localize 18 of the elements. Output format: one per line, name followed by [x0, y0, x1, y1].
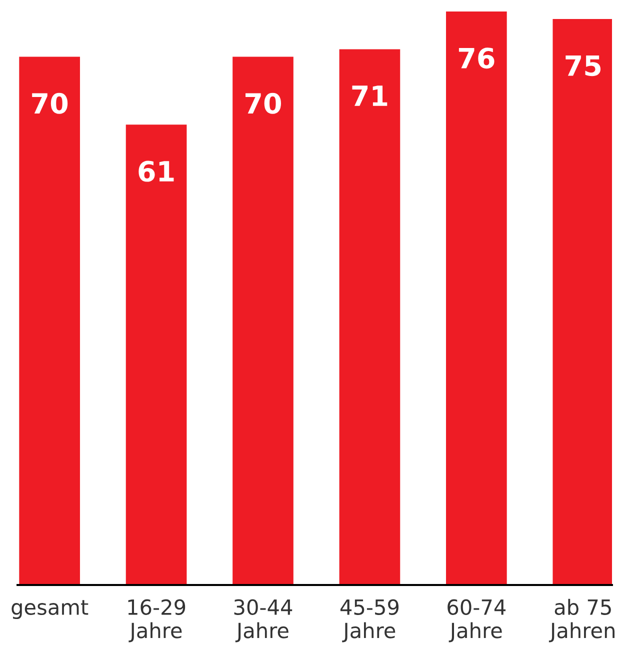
bar — [446, 11, 507, 585]
x-tick-label: ab 75 Jahren — [548, 598, 614, 642]
x-tick-label: gesamt — [12, 600, 88, 620]
bar — [126, 124, 187, 585]
x-tick-label: 45-59 Jahre — [340, 599, 399, 642]
data-label: 76 — [458, 48, 494, 69]
x-tick-label: 60-74 Jahre — [448, 599, 506, 642]
data-label: 71 — [352, 86, 388, 106]
bar — [232, 56, 294, 585]
data-label: 70 — [32, 92, 68, 114]
bar — [552, 19, 612, 585]
data-label: 70 — [246, 92, 281, 114]
x-tick-label: 30-44 Jahre — [234, 599, 292, 642]
data-label: 61 — [138, 160, 174, 182]
bar — [19, 56, 80, 585]
data-label: 75 — [566, 55, 601, 76]
x-tick-label: 16-29 Jahre — [128, 599, 186, 642]
bar — [339, 49, 400, 585]
